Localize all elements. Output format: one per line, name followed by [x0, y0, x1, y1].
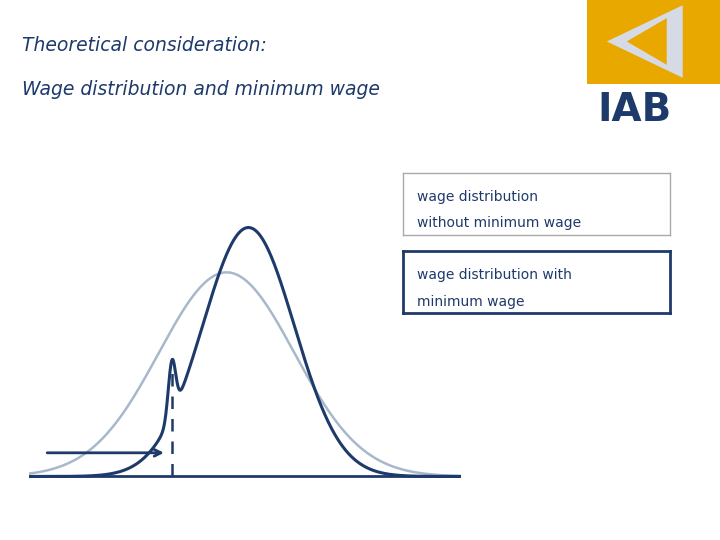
Bar	[587, 0, 720, 84]
Text: minimum wage: minimum wage	[417, 295, 524, 308]
Text: IAB: IAB	[598, 91, 672, 129]
Text: without minimum wage: without minimum wage	[417, 217, 580, 230]
Text: 5: 5	[698, 513, 706, 526]
Polygon shape	[607, 5, 683, 78]
Text: wage distribution with: wage distribution with	[417, 268, 572, 282]
Text: Wage distribution and minimum wage: Wage distribution and minimum wage	[22, 80, 379, 99]
Text: wage distribution: wage distribution	[417, 190, 538, 204]
Polygon shape	[626, 18, 667, 65]
Text: The German minimum wage experience: The German minimum wage experience	[14, 513, 266, 526]
Text: Theoretical consideration:: Theoretical consideration:	[22, 36, 266, 55]
